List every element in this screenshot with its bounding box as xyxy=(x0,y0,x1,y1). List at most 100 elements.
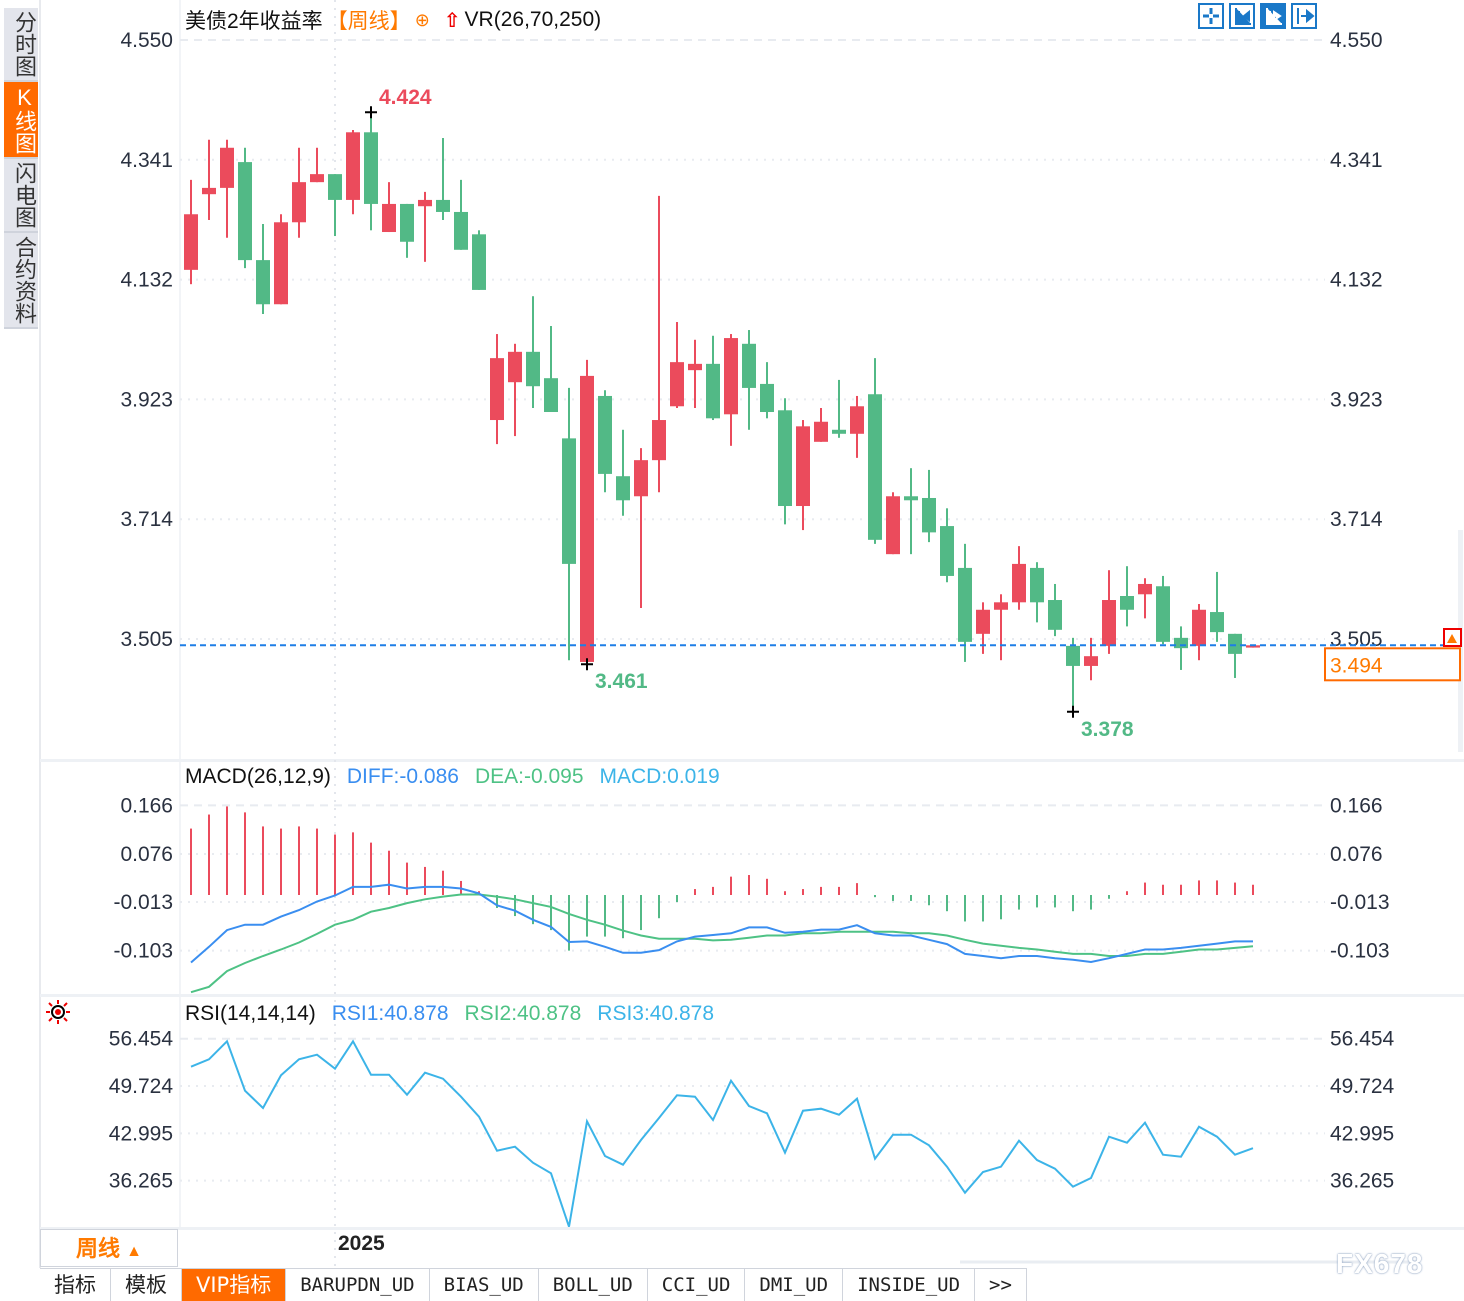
candle-body xyxy=(274,222,288,305)
candle-body xyxy=(994,602,1008,610)
candle xyxy=(202,139,216,220)
caret-up-icon: ▲ xyxy=(126,1243,142,1260)
x-axis-label-2025: 2025 xyxy=(338,1232,385,1255)
candle xyxy=(706,335,720,421)
candle xyxy=(400,203,414,258)
tab-bias-ud[interactable]: BIAS_UD xyxy=(429,1269,539,1301)
indicator-tab-bar: 指标 模板 VIP指标 BARUPDN_UD BIAS_UD BOLL_UD C… xyxy=(40,1268,1027,1301)
price-tick-right: 4.550 xyxy=(1330,29,1383,52)
sidebar-tab-contract-info[interactable]: 合约资料 xyxy=(4,233,38,329)
candle xyxy=(958,543,972,662)
candle-body xyxy=(886,496,900,555)
candle xyxy=(832,379,846,438)
scroll-right-icon[interactable] xyxy=(1260,3,1286,29)
vr-indicator-label[interactable]: VR(26,70,250) xyxy=(464,8,602,31)
macd-legend: MACD(26,12,9) DIFF:-0.086 DEA:-0.095 MAC… xyxy=(185,765,720,789)
candle xyxy=(796,420,810,531)
price-tick-right: 4.341 xyxy=(1330,149,1383,172)
chart-toolbar xyxy=(1198,3,1317,29)
candle-body xyxy=(328,174,342,200)
candle-body xyxy=(1138,583,1152,595)
candle-body xyxy=(562,438,576,564)
candle xyxy=(1030,562,1044,623)
tab-boll-ud[interactable]: BOLL_UD xyxy=(538,1269,648,1301)
rsi1-value: RSI1:40.878 xyxy=(331,1002,449,1025)
candle-body xyxy=(778,410,792,507)
candle-body xyxy=(1030,567,1044,603)
tab-more[interactable]: >> xyxy=(975,1269,1027,1301)
candle-body xyxy=(382,203,396,233)
watermark-logo: FX678 xyxy=(1336,1248,1424,1279)
candle-body xyxy=(256,260,270,305)
candle-body xyxy=(454,211,468,250)
candle-body xyxy=(1048,600,1062,630)
macd-tick-right: -0.103 xyxy=(1330,940,1390,963)
tab-cci-ud[interactable]: CCI_UD xyxy=(647,1269,746,1301)
candle xyxy=(544,326,558,413)
tab-barupdn-ud[interactable]: BARUPDN_UD xyxy=(286,1269,430,1301)
candle-body xyxy=(490,358,504,421)
candle xyxy=(688,339,702,408)
candle-body xyxy=(544,378,558,413)
crosshair-icon[interactable] xyxy=(1198,3,1224,29)
candle-body xyxy=(580,375,594,662)
candle-body xyxy=(940,526,954,576)
price-tick-left: 3.714 xyxy=(120,508,173,531)
candle xyxy=(742,330,756,430)
tab-indicators[interactable]: 指标 xyxy=(40,1269,111,1301)
candle-body xyxy=(508,351,522,383)
candle xyxy=(760,362,774,419)
rsi-title: RSI(14,14,14) xyxy=(185,1002,316,1025)
scroll-left-icon[interactable] xyxy=(1229,3,1255,29)
candle-body xyxy=(346,132,360,200)
macd-tick-right: 0.076 xyxy=(1330,843,1383,866)
rsi-settings-icon[interactable] xyxy=(44,998,72,1026)
candle xyxy=(1048,583,1062,637)
candle-body xyxy=(1156,586,1170,642)
candle xyxy=(1012,546,1026,610)
candle xyxy=(886,492,900,555)
candle-body xyxy=(760,383,774,413)
candle xyxy=(274,214,288,305)
candle-body xyxy=(1066,645,1080,666)
candle xyxy=(562,387,576,661)
period-selector[interactable]: 周线 ▲ xyxy=(40,1229,178,1267)
macd-tick-left: -0.013 xyxy=(113,891,173,914)
candle xyxy=(184,179,198,285)
price-tick-right: 3.923 xyxy=(1330,388,1383,411)
candle xyxy=(454,179,468,250)
sidebar-tab-timeshare[interactable]: 分时图 xyxy=(4,8,38,82)
add-indicator-icon[interactable]: ⊕ xyxy=(414,9,430,30)
tab-templates[interactable]: 模板 xyxy=(111,1269,182,1301)
candle xyxy=(526,296,540,408)
goto-end-icon[interactable] xyxy=(1291,3,1317,29)
arrow-up-icon[interactable]: ⇧ xyxy=(443,9,461,32)
candle-body xyxy=(922,497,936,533)
candle xyxy=(1156,575,1170,645)
tab-inside-ud[interactable]: INSIDE_UD xyxy=(843,1269,976,1301)
candle-body xyxy=(310,174,324,183)
candle xyxy=(256,223,270,314)
tab-dmi-ud[interactable]: DMI_UD xyxy=(745,1269,844,1301)
candle xyxy=(1120,566,1134,627)
period-selector-label: 周线 xyxy=(76,1236,121,1261)
rsi-line xyxy=(190,1039,1254,1228)
candle xyxy=(1066,637,1080,712)
candle-body xyxy=(292,182,306,223)
candle xyxy=(1192,604,1206,661)
candle-body xyxy=(688,363,702,371)
candle-body xyxy=(634,460,648,497)
candle-body xyxy=(364,132,378,204)
low-price-a-crosshair xyxy=(581,658,593,671)
candle xyxy=(1228,633,1242,678)
sidebar-tab-kline[interactable]: K线图 xyxy=(4,82,38,159)
sidebar-tab-flash[interactable]: 闪电图 xyxy=(4,159,38,233)
macd-tick-right: -0.013 xyxy=(1330,891,1390,914)
candle xyxy=(1174,626,1188,670)
tab-vip-indicators[interactable]: VIP指标 xyxy=(182,1269,287,1301)
rsi-tick-left: 56.454 xyxy=(109,1028,174,1051)
period-label[interactable]: 【周线】 xyxy=(326,10,411,33)
rsi2-value: RSI2:40.878 xyxy=(464,1002,582,1025)
macd-diff-value: DIFF:-0.086 xyxy=(346,765,459,788)
